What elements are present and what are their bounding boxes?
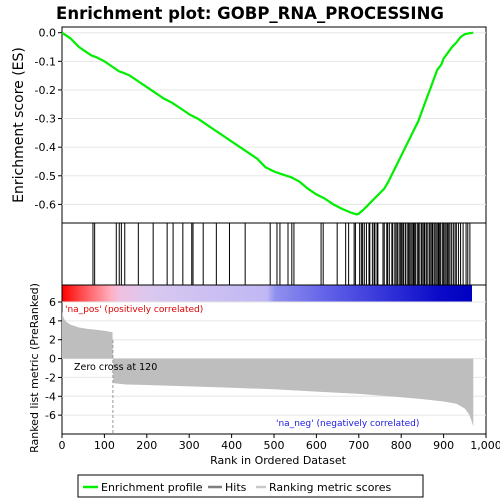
metric-x-axis: 0 100 200 300 400 500 600 700 800 900 1,000 (59, 434, 500, 452)
metric-x-tick-label: 100 (94, 439, 115, 452)
metric-y-tick-label: 4 (49, 315, 56, 328)
legend-label-hits: Hits (225, 481, 247, 494)
metric-x-tick-label: 200 (136, 439, 157, 452)
metric-y-tick-label: -6 (45, 409, 56, 422)
metric-x-tick-label: 500 (264, 439, 285, 452)
positive-correlation-label: 'na_pos' (positively correlated) (65, 305, 203, 315)
es-y-tick-label: -0.2 (35, 84, 56, 97)
metric-y-tick-label: 2 (49, 334, 56, 347)
metric-x-tick-label: 600 (306, 439, 327, 452)
es-y-tick-label: -0.5 (35, 170, 56, 183)
es-y-tick-label: -0.1 (35, 55, 56, 68)
es-y-tick-label: -0.4 (35, 141, 56, 154)
metric-x-tick-label: 700 (348, 439, 369, 452)
metric-x-tick-label: 400 (221, 439, 242, 452)
rank-color-bar (62, 285, 472, 302)
metric-x-tick-label: 1,000 (470, 439, 500, 452)
es-y-axis-label: Enrichment score (ES) (11, 47, 27, 203)
metric-x-tick-label: 0 (59, 439, 66, 452)
zero-cross-label: Zero cross at 120 (74, 362, 157, 373)
legend-label-enrichment-profile: Enrichment profile (101, 481, 203, 494)
legend-item-enrichment-profile: Enrichment profile (83, 481, 203, 494)
metric-y-axis-label: Ranked list metric (PreRanked) (28, 283, 41, 453)
metric-x-axis-label: Rank in Ordered Dataset (210, 454, 347, 467)
metric-x-tick-label: 800 (391, 439, 412, 452)
metric-y-tick-label: 0 (49, 353, 56, 366)
metric-y-tick-label: -2 (45, 371, 56, 384)
plot-title: Enrichment plot: GOBP_RNA_PROCESSING (56, 4, 444, 23)
metric-y-tick-label: -4 (45, 390, 56, 403)
metric-x-tick-label: 900 (433, 439, 454, 452)
es-y-axis: 0.0 -0.1 -0.2 -0.3 -0.4 -0.5 -0.6 (35, 27, 62, 212)
metric-x-tick-label: 300 (179, 439, 200, 452)
negative-correlation-label: 'na_neg' (negatively correlated) (276, 419, 419, 429)
metric-y-axis: 6 4 2 0 -2 -4 -6 (45, 296, 62, 422)
legend-item-ranking-metric-scores: Ranking metric scores (256, 481, 391, 494)
es-y-tick-label: -0.3 (35, 113, 56, 126)
es-panel (62, 27, 486, 223)
legend-label-ranking-metric-scores: Ranking metric scores (269, 481, 391, 494)
metric-y-tick-label: 6 (49, 296, 56, 309)
es-y-tick-label: -0.6 (35, 198, 56, 211)
es-y-tick-label: 0.0 (39, 27, 57, 40)
